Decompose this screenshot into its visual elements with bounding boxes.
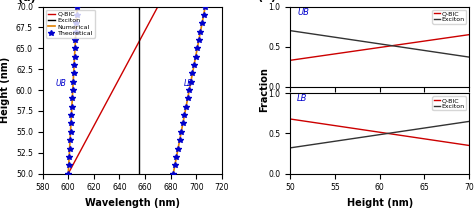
Q-BIC: [287, 118, 293, 120]
Y-axis label: Height (nm): Height (nm): [0, 57, 10, 123]
Numerical: [65, 172, 71, 175]
Theoretical: [72, 55, 77, 58]
Exciton: [394, 45, 400, 48]
X-axis label: Height (nm): Height (nm): [346, 198, 413, 208]
Exciton: [287, 29, 293, 32]
Exciton: [321, 141, 327, 144]
Line: Q-BIC: Q-BIC: [290, 35, 469, 60]
Line: Exciton: Exciton: [290, 31, 469, 57]
Exciton: [329, 140, 335, 143]
Text: (a): (a): [18, 0, 36, 3]
Theoretical: [66, 156, 72, 158]
Theoretical: [67, 139, 73, 141]
Theoretical: [70, 80, 76, 83]
Theoretical: [65, 172, 71, 175]
Q-BIC: [380, 46, 385, 48]
Theoretical: [73, 30, 79, 33]
Q-BIC: [394, 44, 400, 46]
Numerical: [68, 128, 73, 130]
Line: Theoretical: Theoretical: [65, 4, 80, 176]
Theoretical: [70, 97, 75, 100]
Text: (b): (b): [258, 0, 276, 2]
Theoretical: [67, 147, 73, 150]
Exciton: [457, 54, 463, 57]
X-axis label: Wavelength (nm): Wavelength (nm): [85, 198, 180, 208]
Theoretical: [74, 13, 80, 16]
Q-BIC: [321, 123, 327, 125]
Theoretical: [72, 47, 78, 49]
Legend: Q-BIC, Exciton: Q-BIC, Exciton: [432, 96, 466, 110]
Legend: Q-BIC, Exciton: Q-BIC, Exciton: [432, 10, 466, 23]
Numerical: [74, 14, 80, 16]
Theoretical: [69, 114, 74, 116]
Numerical: [74, 5, 80, 8]
Q-BIC: [321, 54, 327, 57]
Numerical: [66, 166, 72, 168]
Exciton: [394, 131, 400, 133]
Text: UB: UB: [297, 8, 309, 16]
Theoretical: [71, 64, 77, 66]
Exciton: [466, 120, 472, 123]
Theoretical: [71, 72, 76, 75]
Theoretical: [69, 105, 75, 108]
Q-BIC: [380, 131, 385, 134]
Exciton: [329, 35, 335, 38]
Q-BIC: [329, 124, 335, 127]
Theoretical: [73, 22, 79, 25]
Text: LB: LB: [183, 79, 193, 88]
Theoretical: [70, 89, 75, 91]
Exciton: [321, 35, 327, 37]
Q-BIC: [466, 33, 472, 36]
Exciton: [466, 56, 472, 58]
Theoretical: [66, 164, 72, 166]
Theoretical: [74, 5, 80, 8]
Exciton: [380, 133, 385, 136]
Q-BIC: [457, 35, 463, 37]
Exciton: [452, 122, 457, 125]
Q-BIC: [466, 144, 472, 147]
Q-BIC: [287, 59, 293, 62]
Text: LB: LB: [297, 94, 308, 103]
Theoretical: [68, 130, 73, 133]
Numerical: [66, 162, 72, 165]
Line: Exciton: Exciton: [290, 121, 469, 148]
Numerical: [67, 141, 73, 144]
Numerical: [73, 20, 79, 22]
Q-BIC: [452, 35, 457, 38]
Legend: Q-BIC, Exciton, Numerical, Theoretical: Q-BIC, Exciton, Numerical, Theoretical: [46, 10, 95, 38]
Line: Numerical: Numerical: [68, 7, 77, 174]
Text: UB: UB: [55, 79, 66, 88]
Exciton: [380, 43, 385, 46]
Exciton: [287, 147, 293, 149]
Q-BIC: [452, 142, 457, 145]
Exciton: [457, 122, 463, 124]
Exciton: [452, 54, 457, 56]
Q-BIC: [457, 143, 463, 145]
Theoretical: [68, 122, 74, 125]
Line: Q-BIC: Q-BIC: [290, 119, 469, 145]
Text: Fraction: Fraction: [259, 68, 269, 112]
Q-BIC: [329, 53, 335, 56]
Q-BIC: [394, 133, 400, 136]
Theoretical: [73, 39, 78, 41]
